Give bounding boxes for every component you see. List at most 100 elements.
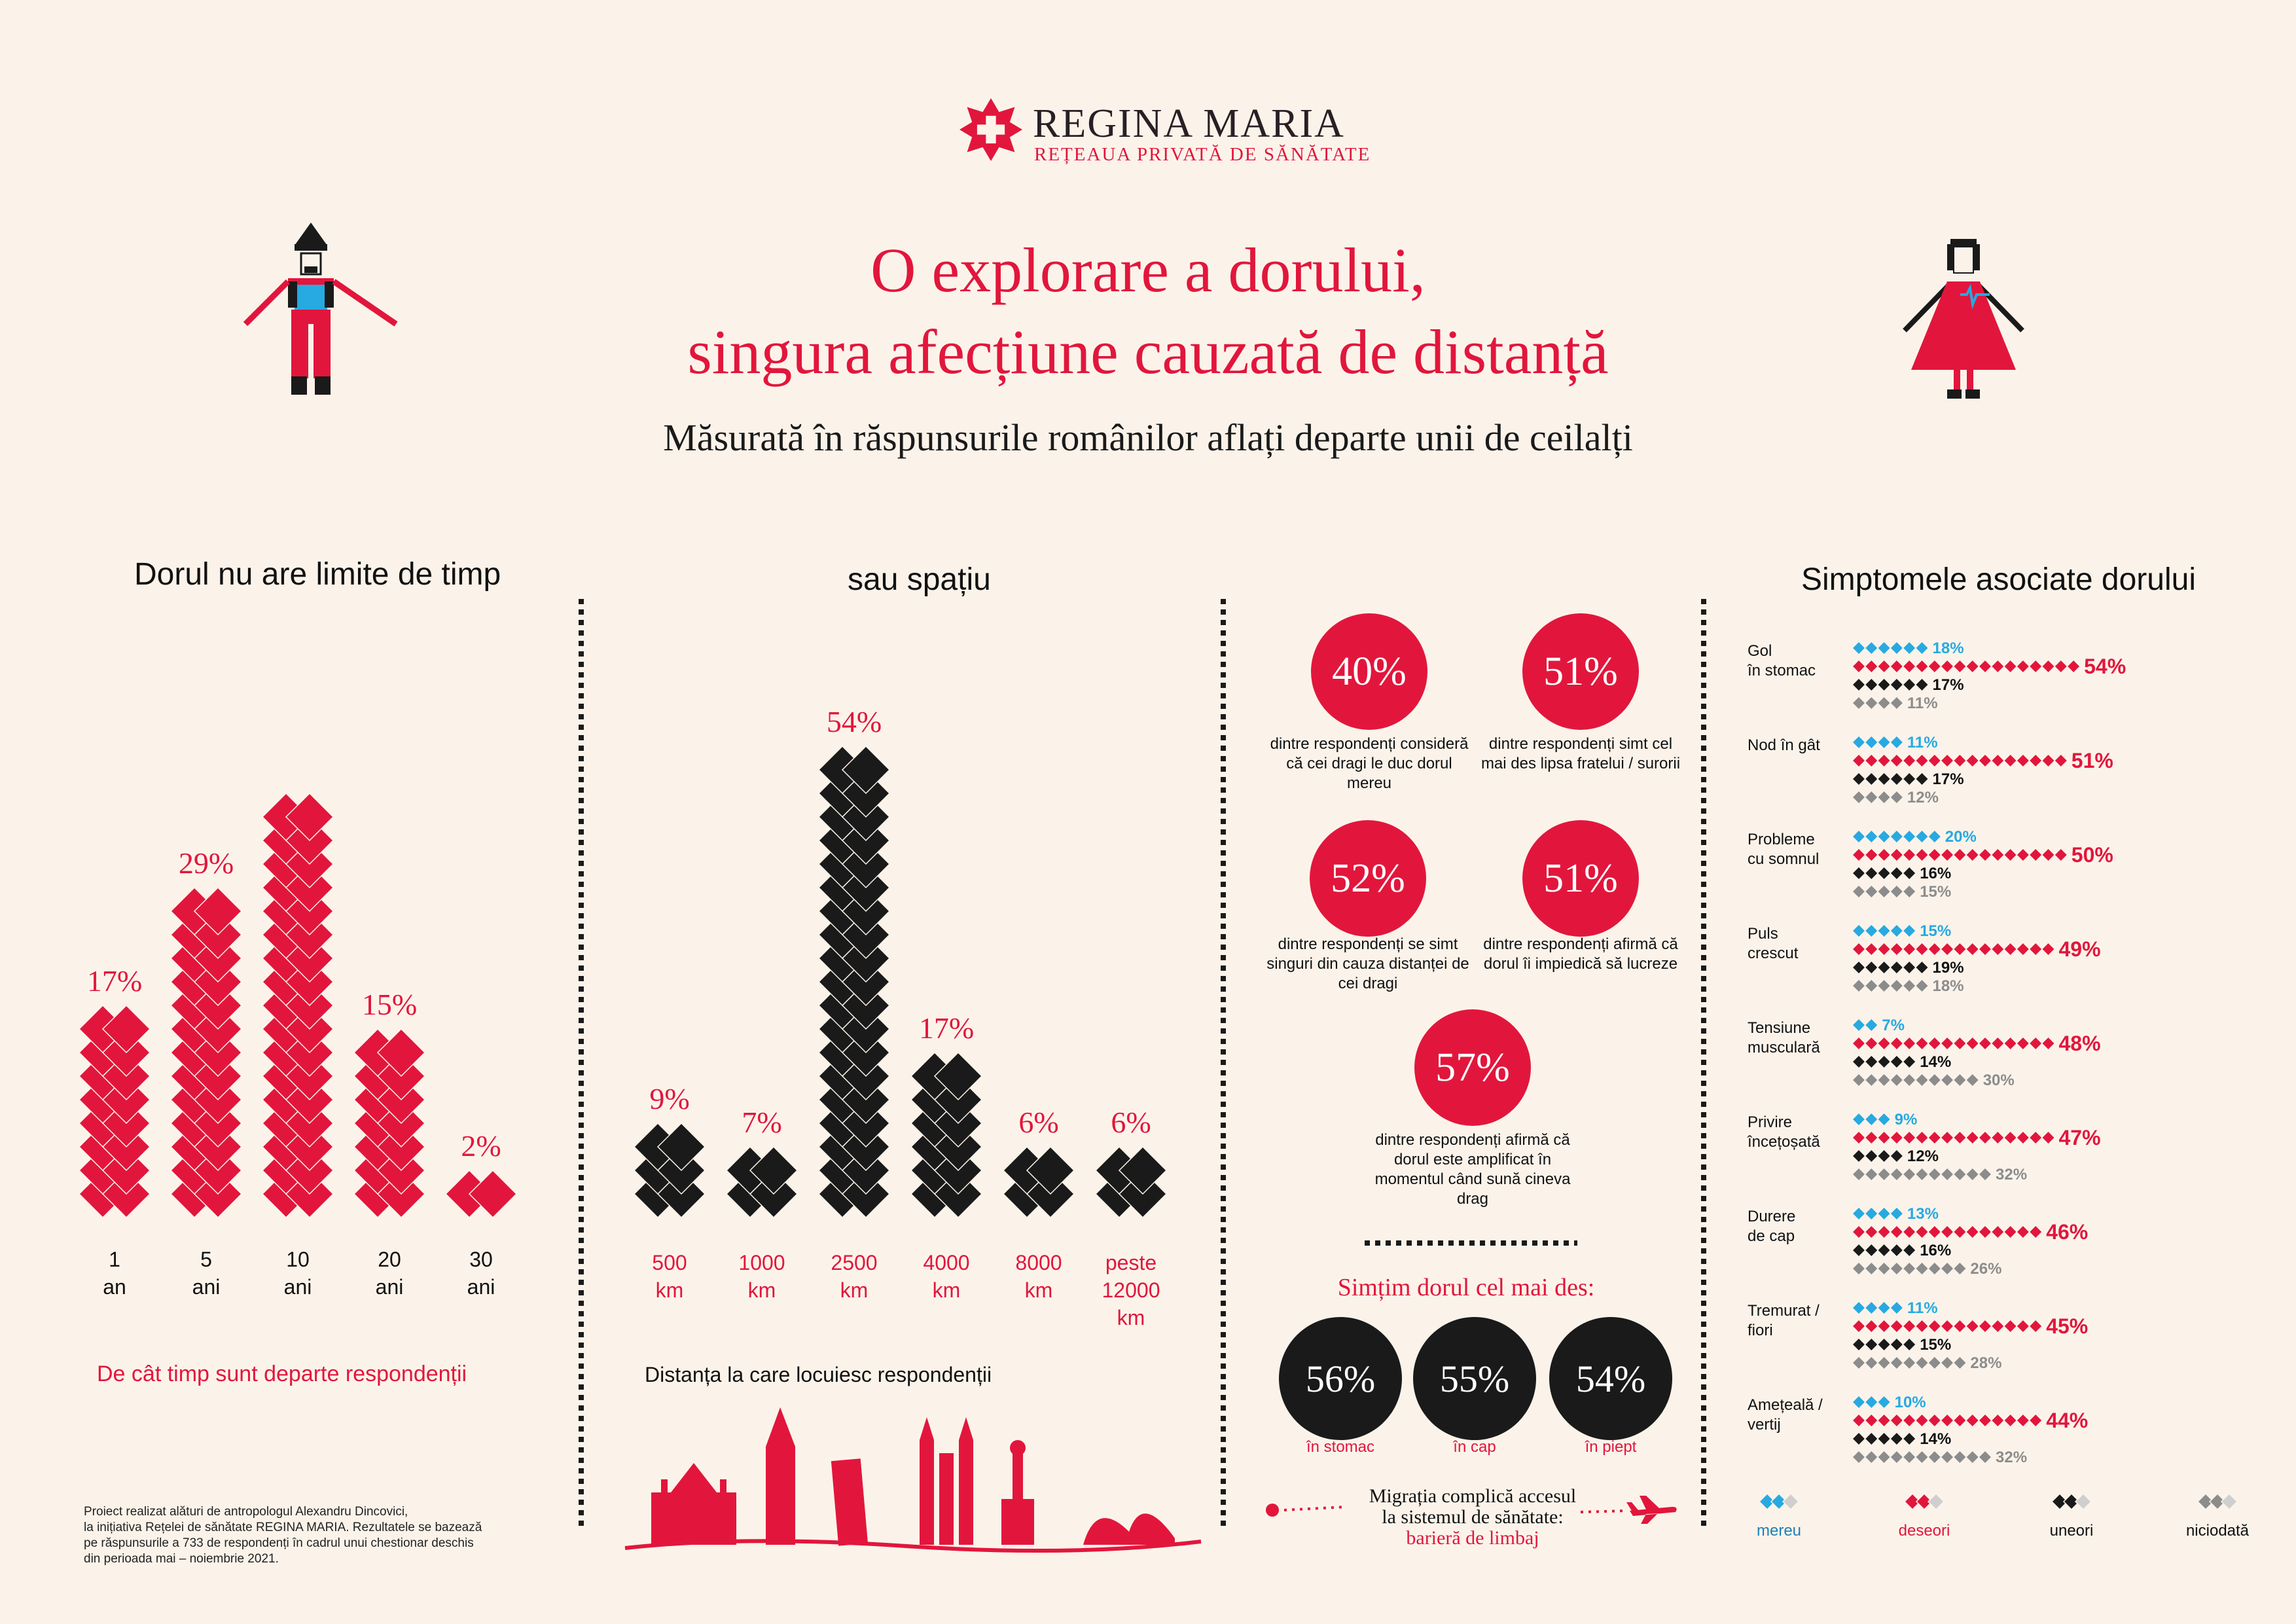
symptom-diamond <box>1903 1131 1916 1144</box>
migration-line3: barieră de limbaj <box>1342 1528 1604 1549</box>
symptom-diamond <box>1890 848 1903 861</box>
symptom-diamond <box>1865 1320 1878 1333</box>
symptom-diamond <box>1878 1320 1891 1333</box>
symptom-diamond <box>1865 1414 1878 1427</box>
symptom-diamond <box>1852 885 1865 898</box>
symptom-diamond <box>1941 1320 1954 1333</box>
bar-1 <box>79 1005 150 1218</box>
symptom-diamond <box>2004 848 2017 861</box>
bar-4 <box>911 1053 982 1218</box>
symptom-percent: 7% <box>1882 1017 1905 1034</box>
symptom-percent: 26% <box>1970 1260 2001 1278</box>
symptom-diamond <box>2029 848 2042 861</box>
stat-text-2: dintre respondenți simt cel mai des lips… <box>1476 734 1685 774</box>
symptom-diamond <box>1903 1414 1916 1427</box>
symptom-diamond <box>1878 1301 1891 1314</box>
bar-2 <box>726 1147 797 1218</box>
symptom-diamond <box>2029 1131 2042 1144</box>
brand-logo: REGINA MARIA REȚEAUA PRIVATĂ DE SĂNĂTATE <box>960 98 1352 170</box>
symptom-diamond <box>1890 1131 1903 1144</box>
stats-panel: 40% dintre respondenți consideră că cei … <box>1230 602 1702 1257</box>
symptom-percent: 17% <box>1933 770 1964 788</box>
symptom-diamond <box>1890 736 1903 749</box>
symptom-diamond <box>1890 1320 1903 1333</box>
symptom-percent: 32% <box>1996 1166 2027 1183</box>
symptom-diamond <box>1878 1244 1891 1257</box>
symptom-diamond <box>2004 1131 2017 1144</box>
symptom-diamond <box>1878 791 1891 804</box>
stats-dotted-separator <box>1365 1238 1577 1248</box>
body-label-chest: în piept <box>1545 1438 1676 1456</box>
symptom-diamond <box>1878 1225 1891 1238</box>
bar-5 <box>446 1170 516 1218</box>
symptom-diamond <box>1878 678 1891 691</box>
brand-tagline: REȚEAUA PRIVATĂ DE SĂNĂTATE <box>1034 144 1371 166</box>
symptom-diamond <box>1966 754 1979 767</box>
stat-circle-2: 51% <box>1522 613 1639 730</box>
symptom-diamond <box>1953 754 1966 767</box>
category-label: 5 <box>200 1248 212 1271</box>
legend-swatch <box>1928 1494 1944 1509</box>
category-label: km <box>1117 1306 1145 1329</box>
symptom-diamond <box>1903 1432 1916 1445</box>
symptom-diamond <box>1991 754 2004 767</box>
symptom-diamond <box>1928 1451 1941 1464</box>
symptom-diamond <box>1916 1225 1929 1238</box>
category-label: 500 <box>652 1251 687 1274</box>
symptom-diamond <box>1878 1131 1891 1144</box>
symptom-diamond <box>1852 1244 1865 1257</box>
dotted-path-left <box>1265 1500 1350 1520</box>
symptom-diamond <box>1878 924 1891 937</box>
symptom-diamond <box>2004 1414 2017 1427</box>
woman-figure-illustration <box>1898 232 2042 403</box>
symptom-diamond <box>1890 772 1903 785</box>
symptom-label: vertij <box>1748 1416 1781 1434</box>
symptom-diamond <box>1852 754 1865 767</box>
symptom-diamond <box>1916 754 1929 767</box>
symptom-diamond <box>2029 1414 2042 1427</box>
symptom-diamond <box>1916 1131 1929 1144</box>
symptom-percent: 12% <box>1907 1147 1939 1165</box>
symptom-label: Amețeală / <box>1748 1396 1823 1414</box>
symptom-diamond <box>1890 660 1903 673</box>
symptom-percent: 30% <box>1983 1072 2015 1089</box>
legend-item: uneori <box>2050 1494 2094 1540</box>
symptom-percent: 45% <box>2046 1314 2088 1338</box>
symptom-diamond <box>1916 1414 1929 1427</box>
symptom-diamond <box>1865 1338 1878 1351</box>
symptom-label: crescut <box>1748 945 1799 962</box>
symptom-diamond <box>1903 867 1916 880</box>
bar-2 <box>171 888 242 1218</box>
symptom-diamond <box>1852 830 1865 843</box>
symptom-percent: 44% <box>2046 1409 2088 1432</box>
symptom-diamond <box>1852 1149 1865 1163</box>
symptom-diamond <box>1890 1414 1903 1427</box>
symptom-diamond <box>1852 1055 1865 1068</box>
symptom-diamond <box>1865 1055 1878 1068</box>
symptom-diamond <box>1878 1113 1891 1126</box>
symptom-diamond <box>1953 1037 1966 1050</box>
symptom-diamond <box>1878 848 1891 861</box>
symptom-diamond <box>1966 1414 1979 1427</box>
symptom-diamond <box>1865 660 1878 673</box>
symptom-diamond <box>1878 1338 1891 1351</box>
bar-value-label: 6% <box>1111 1106 1151 1139</box>
symptom-diamond <box>2017 848 2030 861</box>
symptom-percent: 18% <box>1933 640 1964 657</box>
symptom-diamond <box>1865 961 1878 974</box>
category-label: peste <box>1105 1251 1157 1274</box>
symptom-diamond <box>1852 736 1865 749</box>
symptom-percent: 11% <box>1907 734 1938 751</box>
symptom-diamond <box>1991 943 2004 956</box>
symptoms-legend: mereu deseori uneori niciodată <box>1741 1486 2291 1551</box>
symptom-diamond <box>2054 848 2068 861</box>
symptom-diamond <box>1852 696 1865 710</box>
symptom-diamond <box>1916 1320 1929 1333</box>
symptom-diamond <box>1890 1168 1903 1181</box>
symptom-diamond <box>2042 1037 2055 1050</box>
symptom-diamond <box>1890 1225 1903 1238</box>
symptom-diamond <box>2042 1131 2055 1144</box>
category-label: ani <box>192 1275 221 1299</box>
symptom-diamond <box>2042 754 2055 767</box>
regina-maria-star-icon <box>960 98 1022 161</box>
